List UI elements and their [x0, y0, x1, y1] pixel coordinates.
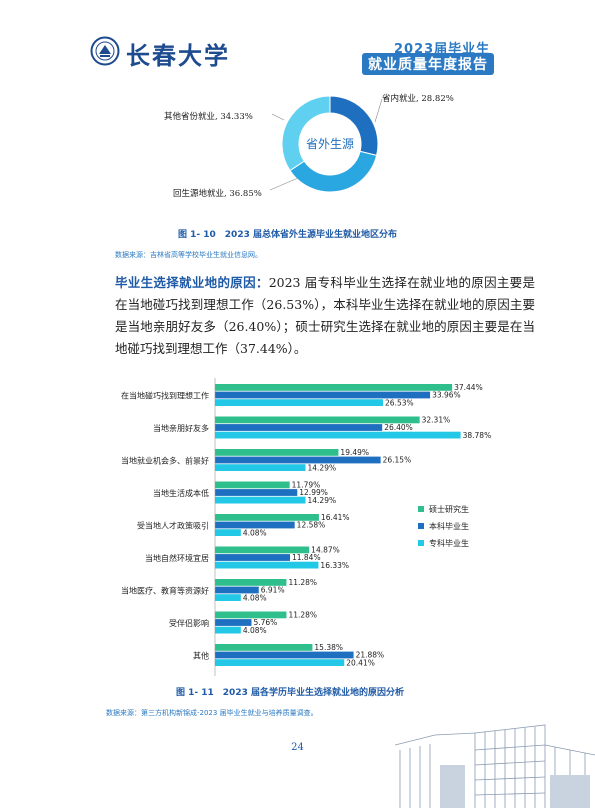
bar-value-label: 5.76%: [253, 618, 277, 627]
category-label: 当地就业机会多、前景好: [121, 455, 209, 465]
donut-leader-line: [269, 177, 299, 191]
legend-label: 专科毕业生: [429, 538, 469, 548]
donut-label-home: 回生源地就业, 36.85%: [173, 189, 262, 199]
bar-2-1: [215, 456, 381, 464]
bar-4-0: [215, 514, 319, 521]
bar-value-label: 16.41%: [321, 513, 350, 522]
bar-1-1: [215, 424, 383, 431]
bar-value-label: 4.08%: [243, 528, 267, 537]
bar-8-2: [215, 659, 345, 666]
banner-title-text: 就业质量年度报告: [362, 53, 494, 75]
bar-value-label: 4.08%: [243, 626, 267, 635]
bar-2-0: [215, 449, 339, 456]
bar-0-0: [215, 384, 453, 391]
bar-2-2: [215, 464, 306, 471]
category-label: 在当地碰巧找到理想工作: [121, 390, 209, 400]
bar-value-label: 26.53%: [385, 398, 414, 407]
figure-source-1-10: 数据来源：吉林省高等学校毕业生就业信息网。: [115, 251, 262, 259]
bar-value-label: 15.38%: [314, 643, 343, 652]
bar-3-1: [215, 489, 298, 496]
bar-value-label: 19.49%: [340, 448, 369, 457]
bar-3-0: [215, 481, 290, 489]
legend-label: 本科毕业生: [429, 521, 469, 531]
bar-value-label: 14.29%: [308, 463, 337, 472]
bar-4-1: [215, 521, 295, 529]
donut-leader-line: [374, 98, 383, 123]
bar-value-label: 4.08%: [243, 593, 267, 602]
donut-slice-1: [289, 150, 378, 193]
donut-chart: 省外生源: [269, 95, 383, 193]
paragraph-lead: 毕业生选择就业地的原因：: [115, 275, 269, 290]
bar-6-1: [215, 586, 259, 594]
bar-value-label: 16.33%: [320, 561, 349, 570]
campus-building-illustration: [395, 724, 595, 808]
bar-value-label: 26.40%: [384, 423, 413, 432]
bar-value-label: 12.99%: [299, 488, 328, 497]
bar-0-2: [215, 399, 384, 406]
bar-5-0: [215, 546, 310, 554]
report-banner: 2023届毕业生 就业质量年度报告: [362, 38, 540, 75]
page-number: 24: [291, 742, 304, 753]
bar-value-label: 21.88%: [356, 651, 385, 660]
body-paragraph: 毕业生选择就业地的原因：2023 届专科毕业生选择在就业地的原因主要是在当地碰巧…: [115, 272, 535, 360]
bar-4-2: [215, 529, 241, 536]
bar-1-0: [215, 416, 420, 424]
bar-7-1: [215, 619, 252, 626]
donut-label-other: 其他省份就业, 34.33%: [164, 112, 253, 122]
bar-7-0: [215, 611, 287, 619]
bar-value-label: 6.91%: [261, 586, 285, 595]
bar-value-label: 20.41%: [346, 658, 375, 667]
figure-caption-1-11: 图 1- 11 2023 届各学历毕业生选择就业地的原因分析: [176, 688, 404, 698]
legend-swatch: [418, 540, 424, 546]
bar-5-2: [215, 561, 319, 569]
bar-value-label: 14.29%: [308, 496, 337, 505]
category-label: 当地生活成本低: [153, 488, 209, 498]
university-seal-icon: [90, 36, 120, 66]
bar-value-label: 11.79%: [292, 481, 321, 490]
bar-7-2: [215, 626, 241, 634]
category-label: 受伴侣影响: [169, 618, 209, 628]
category-label: 当地医疗、教育等资源好: [121, 585, 209, 595]
bar-value-label: 11.28%: [288, 578, 317, 587]
donut-slice-2: [281, 95, 331, 172]
donut-label-province: 省内就业, 28.82%: [382, 94, 454, 104]
bar-chart: 在当地碰巧找到理想工作 37.44%33.96% 26.53% 当地亲朋好友多 32.3…: [121, 378, 492, 676]
category-label: 当地自然环境宜居: [145, 553, 209, 563]
category-label: 其他: [193, 650, 209, 660]
bar-6-2: [215, 594, 241, 601]
legend-swatch: [418, 506, 424, 512]
bar-value-label: 33.96%: [432, 391, 461, 400]
paragraph-body: 2023 届专科毕业生选择在就业地的原因主要是在当地碰巧找到理想工作（26.53…: [115, 275, 535, 356]
bar-value-label: 14.87%: [311, 546, 340, 555]
bar-value-label: 11.84%: [292, 553, 321, 562]
bar-value-label: 38.78%: [463, 431, 492, 440]
bar-5-1: [215, 554, 290, 561]
bar-0-1: [215, 391, 431, 399]
bar-6-0: [215, 579, 287, 586]
bar-value-label: 26.15%: [383, 456, 412, 465]
bar-3-2: [215, 496, 306, 504]
bar-value-label: 12.58%: [297, 521, 326, 530]
university-logo-text: 长春大学: [126, 41, 230, 70]
bar-8-1: [215, 651, 354, 659]
category-label: 当地亲朋好友多: [153, 423, 209, 433]
bar-1-2: [215, 431, 461, 439]
legend-label: 硕士研究生: [429, 504, 469, 514]
bar-value-label: 37.44%: [454, 383, 483, 392]
bar-value-label: 11.28%: [288, 611, 317, 620]
bar-value-label: 32.31%: [422, 416, 451, 425]
donut-leader-line: [271, 113, 285, 121]
bar-8-0: [215, 644, 313, 651]
figure-source-1-11: 数据来源：第三方机构新锦成-2023 届毕业生就业与培养质量调查。: [106, 709, 318, 717]
legend-swatch: [418, 523, 424, 529]
figure-caption-1-10: 图 1- 10 2023 届总体省外生源毕业生就业地区分布: [178, 230, 397, 240]
donut-center-label: 省外生源: [306, 137, 354, 151]
category-label: 受当地人才政策吸引: [137, 520, 209, 530]
